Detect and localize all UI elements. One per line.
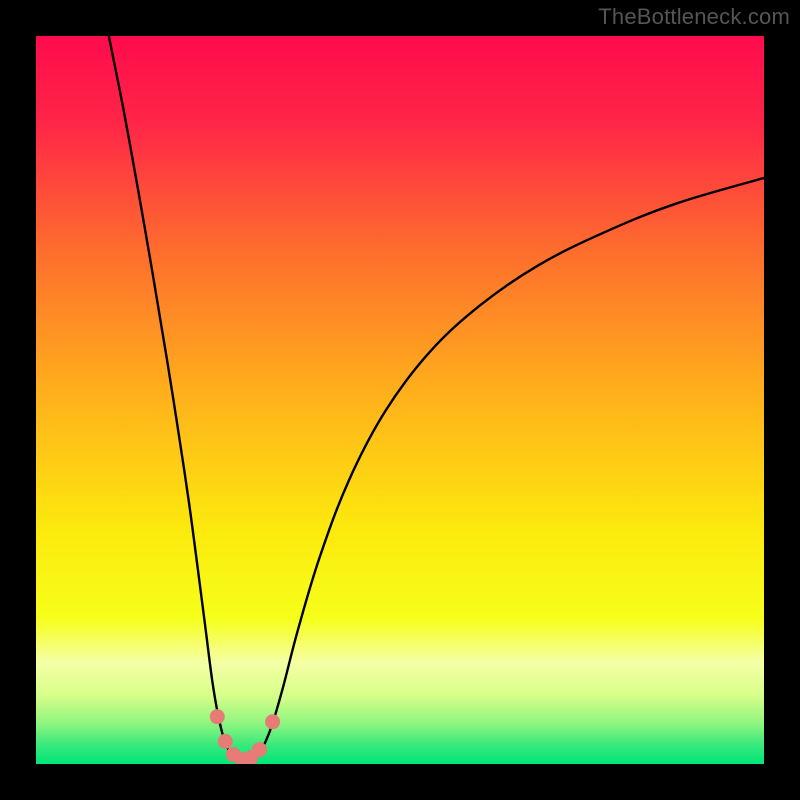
chart-background — [36, 36, 764, 764]
watermark-text: TheBottleneck.com — [598, 4, 790, 30]
chart-frame: TheBottleneck.com — [0, 0, 800, 800]
plot-area — [36, 36, 764, 764]
curve-marker — [266, 715, 280, 729]
curve-marker — [218, 734, 232, 748]
chart-svg — [36, 36, 764, 764]
curve-marker — [253, 742, 267, 756]
curve-marker — [210, 710, 224, 724]
